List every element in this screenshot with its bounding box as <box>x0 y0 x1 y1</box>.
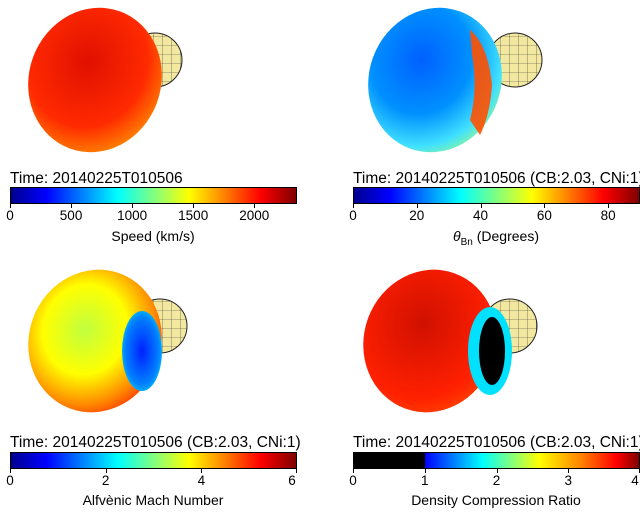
colorbar-tick-label: 2 <box>492 473 501 488</box>
colorbar-tick-mark <box>353 204 354 208</box>
theta-symbol: θ <box>453 228 461 244</box>
colorbar-tick-label: 6 <box>288 473 296 488</box>
colorbar-tick-mark <box>193 204 195 208</box>
shock-surface-thetabn <box>368 7 543 153</box>
low-mach-region <box>122 311 162 391</box>
colorbar-tick-mark <box>608 204 610 208</box>
colorbar-tick-label: 80 <box>600 208 616 223</box>
colorbar-tick-mark <box>416 204 418 208</box>
colorbar-speed <box>10 187 297 204</box>
colorbar-tick-mark <box>496 469 498 473</box>
shock-front <box>363 269 497 413</box>
panel-thetabn: Time: 20140225T010506 (CB:2.03, CNi:1) 0… <box>320 0 640 256</box>
shock-surface-density <box>363 269 538 413</box>
colorbar-tick-label: 0 <box>349 473 357 488</box>
panel-density: Time: 20140225T010506 (CB:2.03, CNi:1) 0… <box>320 256 640 512</box>
time-label: Time: 20140225T010506 (CB:2.03, CNi:1) <box>353 434 640 451</box>
colorbar-tick-mark <box>254 204 256 208</box>
colorbar-tick-label: 20 <box>409 208 425 223</box>
colorbar-tick-mark <box>544 204 546 208</box>
panel-speed: Time: 20140225T010506 0 500 1000 1500 2000 S… <box>0 0 320 256</box>
colorbar-tick-label: 4 <box>197 473 206 488</box>
colorbar-thetabn <box>353 187 640 204</box>
shock-front <box>368 7 502 153</box>
time-label: Time: 20140225T010506 (CB:2.03, CNi:1) <box>353 170 640 187</box>
high-angle-region <box>470 30 492 135</box>
colorbar-density <box>353 452 640 469</box>
colorbar-tick-mark <box>201 469 203 473</box>
colorbar-tick-label: 1500 <box>178 208 209 223</box>
shock-surface-speed <box>28 7 183 153</box>
colorbar-tick-mark <box>424 469 426 473</box>
colorbar-tick-label: 1 <box>420 473 429 488</box>
colorbar-tick-label: 60 <box>536 208 552 223</box>
colorbar-tick-mark <box>105 469 107 473</box>
colorbar-tick-mark <box>10 204 11 208</box>
colorbar-tick-label: 1000 <box>117 208 148 223</box>
colorbar-tick-label: 2 <box>101 473 110 488</box>
colorbar-tick-label: 0 <box>6 208 14 223</box>
colorbar-label: Alfvènic Mach Number <box>82 492 224 508</box>
colorbar-tick-mark <box>71 204 73 208</box>
shock-surface-mach <box>28 269 188 413</box>
time-label: Time: 20140225T010506 <box>10 170 183 187</box>
colorbar-tick-label: 0 <box>6 473 14 488</box>
colorbar-tick-label: 0 <box>349 208 357 223</box>
colorbar-tick-mark <box>296 469 297 473</box>
colorbar-unit: (Degrees) <box>472 228 539 244</box>
colorbar-tick-mark <box>10 469 11 473</box>
colorbar-label: Speed (km/s) <box>111 228 195 244</box>
colorbar-tick-mark <box>132 204 134 208</box>
time-label: Time: 20140225T010506 (CB:2.03, CNi:1) <box>10 434 301 451</box>
colorbar-label: θBn (Degrees) <box>453 228 539 248</box>
colorbar-tick-label: 4 <box>631 473 639 488</box>
panel-mach: Time: 20140225T010506 (CB:2.03, CNi:1) 0… <box>0 256 320 512</box>
theta-subscript: Bn <box>460 236 473 248</box>
colorbar-tick-label: 2000 <box>239 208 270 223</box>
colorbar-label: Density Compression Ratio <box>411 492 581 508</box>
colorbar-tick-mark <box>480 204 482 208</box>
colorbar-mach <box>10 452 297 469</box>
colorbar-tick-label: 40 <box>473 208 489 223</box>
colorbar-tick-label: 3 <box>564 473 573 488</box>
colorbar-tick-label: 500 <box>59 208 83 223</box>
shock-front <box>28 7 162 153</box>
low-compression-region <box>479 317 505 385</box>
colorbar-tick-mark <box>353 469 354 473</box>
colorbar-tick-mark <box>568 469 570 473</box>
